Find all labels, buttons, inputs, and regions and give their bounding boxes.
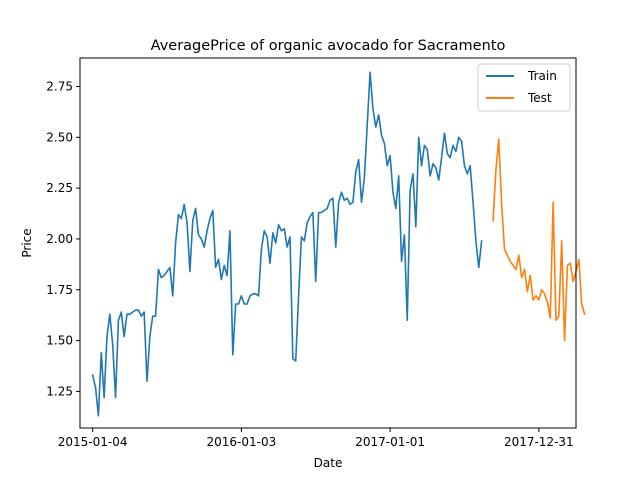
- x-tick-label-0: 2015-01-04: [58, 435, 128, 449]
- y-tick-label-0: 1.25: [46, 384, 73, 398]
- chart-title: AveragePrice of organic avocado for Sacr…: [151, 38, 506, 54]
- y-tick-label-1: 1.50: [46, 334, 73, 348]
- legend-label-test: Test: [527, 91, 552, 105]
- x-axis-label: Date: [314, 456, 343, 470]
- x-tick-label-1: 2016-01-03: [207, 435, 277, 449]
- y-axis-label: Price: [20, 228, 34, 257]
- legend-label-train: Train: [527, 69, 557, 83]
- plot-area: [80, 58, 576, 428]
- legend: Train Test: [477, 63, 571, 112]
- series-lines: [91, 71, 586, 417]
- y-tick-label-4: 2.25: [46, 181, 73, 195]
- x-tick-label-3: 2017-12-31: [504, 435, 574, 449]
- y-tick-label-5: 2.50: [46, 130, 73, 144]
- series-line-test: [492, 138, 586, 342]
- x-tick-label-2: 2017-01-01: [355, 435, 425, 449]
- y-axis: 1.25 1.50 1.75 2.00 2.25 2.50 2.75: [46, 79, 80, 398]
- plot-frame: [79, 57, 577, 429]
- x-axis: 2015-01-04 2016-01-03 2017-01-01 2017-12-31: [58, 428, 574, 449]
- y-tick-label-2: 1.75: [46, 283, 73, 297]
- y-tick-label-6: 2.75: [46, 79, 73, 93]
- y-tick-label-3: 2.00: [46, 232, 73, 246]
- series-line-train: [91, 71, 483, 417]
